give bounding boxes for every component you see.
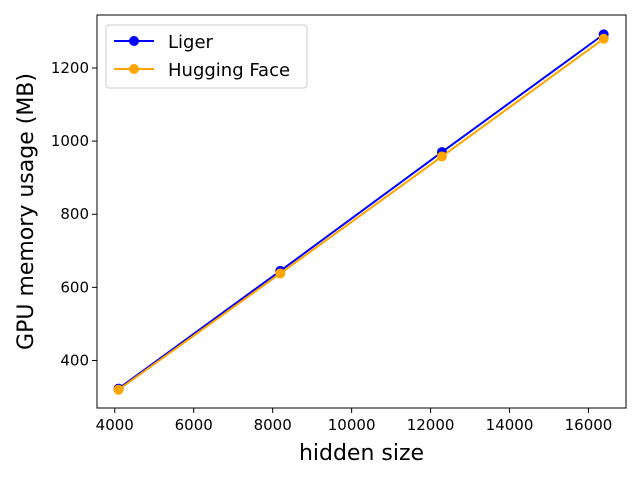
- y-axis-ticks: 400 600 800 1000 1200: [51, 59, 97, 369]
- data-point-hugging-face: [598, 33, 609, 44]
- series-line-hugging-face: [117, 37, 605, 391]
- data-point-hugging-face: [436, 151, 447, 162]
- y-tick-label: 400: [60, 351, 89, 369]
- data-point-hugging-face: [113, 384, 124, 395]
- legend-label-liger: Liger: [168, 32, 214, 53]
- series-line-liger: [117, 33, 605, 390]
- legend-label-hugging-face: Hugging Face: [168, 60, 290, 81]
- legend: Liger Hugging Face: [105, 24, 308, 89]
- y-tick-label: 800: [60, 205, 89, 223]
- x-axis-ticks: 4000 6000 8000 10000 12000 14000 16000: [96, 408, 613, 434]
- legend-box: [105, 24, 308, 89]
- y-tick-label: 1200: [51, 59, 89, 77]
- data-point-hugging-face: [275, 268, 286, 279]
- y-tick-label: 600: [60, 278, 89, 296]
- x-tick-label: 12000: [407, 416, 455, 434]
- legend-marker-hugging-face: [129, 64, 139, 74]
- legend-marker-liger: [129, 36, 139, 46]
- x-axis-title: hidden size: [299, 441, 424, 466]
- x-tick-label: 8000: [254, 416, 292, 434]
- x-tick-label: 10000: [328, 416, 376, 434]
- x-tick-label: 14000: [486, 416, 534, 434]
- y-axis-title: GPU memory usage (MB): [14, 73, 39, 350]
- x-tick-label: 16000: [565, 416, 613, 434]
- y-tick-label: 1000: [51, 132, 89, 150]
- x-tick-label: 6000: [175, 416, 213, 434]
- x-tick-label: 4000: [96, 416, 134, 434]
- series-layer: [113, 29, 609, 395]
